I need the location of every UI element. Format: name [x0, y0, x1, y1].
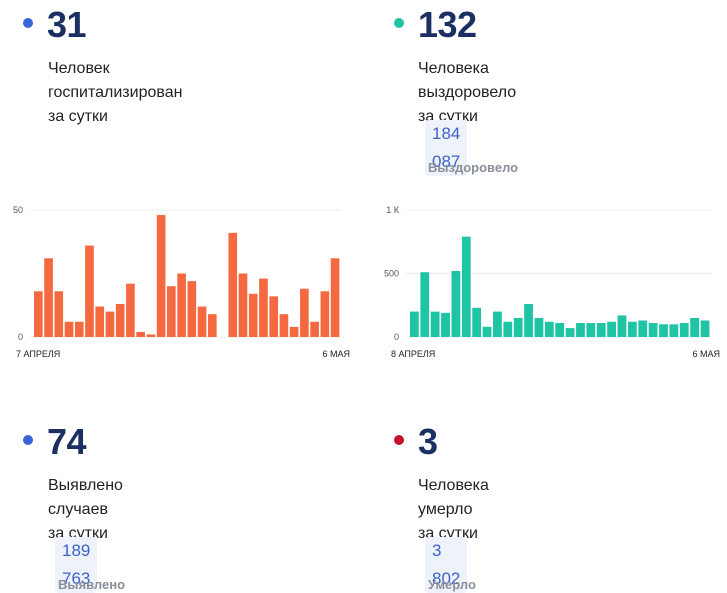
recovered-chart-bar: [607, 321, 616, 337]
hospitalized-chart-svg: 50 0 7 АПРЕЛЯ 6 МАЯ: [13, 205, 350, 359]
hospitalized-chart-y-tick-label: 50: [13, 205, 23, 215]
recovered-chart-bar: [472, 307, 482, 337]
recovered-chart-bar: [690, 317, 700, 337]
hospitalized-chart-bar: [64, 321, 74, 337]
deaths-total: 3 802: [425, 537, 468, 593]
recovered-chart-bar: [420, 272, 430, 337]
hospitalized-chart-bar: [74, 321, 84, 337]
recovered-dot: [394, 18, 404, 28]
recovered-chart-bar: [461, 236, 471, 337]
hospitalized-chart-bar: [197, 306, 207, 337]
hospitalized-value: 31: [47, 4, 87, 45]
recovered-total-label: Выздоровело: [428, 160, 519, 175]
cases-total: 189 763: [55, 537, 98, 593]
recovered-chart-bar: [596, 323, 606, 337]
hospitalized-chart-y-tick-label: 0: [18, 332, 23, 342]
recovered-total: 184 087: [425, 120, 468, 176]
hospitalized-chart-bar: [259, 278, 268, 337]
recovered-chart-bar: [648, 323, 658, 337]
recovered-value: 132: [418, 4, 477, 45]
recovered-description: Человека выздоровело за сутки: [418, 60, 517, 125]
cases-dot: [23, 435, 33, 445]
recovered-chart-bar: [451, 270, 461, 337]
hospitalized-chart-bar: [85, 245, 94, 337]
hospitalized-chart-bar: [44, 258, 53, 337]
deaths-dot: [394, 435, 404, 445]
hospitalized-chart-x-end-label: 6 МАЯ: [322, 349, 350, 359]
recovered-chart-bar: [669, 324, 679, 337]
recovered-chart-bar: [700, 320, 710, 337]
recovered-chart-bar: [503, 321, 513, 337]
hospitalized-chart-bar: [34, 291, 43, 337]
hospitalized-chart-bar: [238, 273, 248, 337]
deaths-description: Человека умерло за сутки: [418, 477, 489, 542]
deaths-value: 3: [418, 421, 438, 462]
hospitalized-chart-bar: [228, 232, 238, 337]
recovered-chart-bar: [524, 303, 533, 337]
recovered-chart-bar: [441, 312, 450, 337]
hospitalized-chart-bar: [330, 258, 340, 337]
hospitalized-description: Человек госпитализирован за сутки: [48, 60, 183, 125]
recovered-chart-bar: [430, 311, 440, 337]
deaths-total-label: Умерло: [428, 577, 476, 592]
cases-value: 74: [47, 421, 87, 462]
recovered-chart-bar: [617, 315, 627, 337]
cases-description: Выявлено случаев за сутки: [48, 477, 123, 542]
hospitalized-dot: [23, 18, 33, 28]
recovered-chart-x-start-label: 8 АПРЕЛЯ: [391, 349, 435, 359]
recovered-chart-bar: [679, 323, 689, 337]
recovered-chart-y-tick-label: 0: [394, 332, 399, 342]
hospitalized-chart-bar: [156, 215, 166, 337]
recovered-chart: 1 К 500 0 8 АПРЕЛЯ 6 МАЯ: [370, 198, 727, 373]
hospitalized-chart-bar: [310, 321, 319, 337]
recovered-chart-bar: [410, 311, 419, 337]
recovered-chart-bar: [544, 321, 554, 337]
hospitalized-chart: 50 0 7 АПРЕЛЯ 6 МАЯ: [0, 198, 350, 373]
hospitalized-chart-bar: [289, 326, 299, 337]
recovered-chart-bar: [482, 326, 492, 337]
hospitalized-chart-bar: [320, 291, 330, 337]
recovered-chart-bar: [513, 317, 523, 337]
hospitalized-chart-bar: [126, 283, 135, 337]
recovered-chart-x-end-label: 6 МАЯ: [692, 349, 720, 359]
hospitalized-chart-bar: [207, 314, 217, 337]
hospitalized-chart-bar: [248, 293, 258, 337]
recovered-chart-bar: [659, 324, 668, 337]
recovered-chart-y-tick-label: 1 К: [386, 205, 400, 215]
recovered-chart-y-tick-label: 500: [384, 269, 399, 279]
hospitalized-chart-bar: [146, 334, 156, 337]
hospitalized-chart-bar: [136, 331, 145, 337]
hospitalized-chart-bar: [279, 314, 289, 337]
hospitalized-chart-bar: [54, 291, 64, 337]
hospitalized-chart-bar: [300, 288, 309, 337]
recovered-chart-bar: [565, 328, 575, 337]
hospitalized-chart-bar: [95, 306, 105, 337]
recovered-chart-bar: [534, 317, 544, 337]
recovered-chart-bar: [627, 321, 637, 337]
hospitalized-chart-bar: [115, 303, 125, 337]
recovered-chart-svg: 1 К 500 0 8 АПРЕЛЯ 6 МАЯ: [384, 205, 720, 359]
recovered-chart-bar: [493, 311, 502, 337]
recovered-chart-bar: [576, 323, 585, 337]
recovered-chart-bar: [586, 323, 596, 337]
hospitalized-chart-bar: [105, 311, 115, 337]
hospitalized-chart-bar: [269, 296, 278, 337]
hospitalized-chart-x-start-label: 7 АПРЕЛЯ: [16, 349, 60, 359]
hospitalized-chart-bar: [167, 286, 176, 337]
hospitalized-chart-bar: [177, 273, 186, 337]
recovered-chart-bar: [638, 320, 648, 337]
hospitalized-chart-bar: [187, 281, 197, 337]
cases-total-label: Выявлено: [58, 577, 126, 592]
recovered-chart-bar: [555, 323, 565, 337]
